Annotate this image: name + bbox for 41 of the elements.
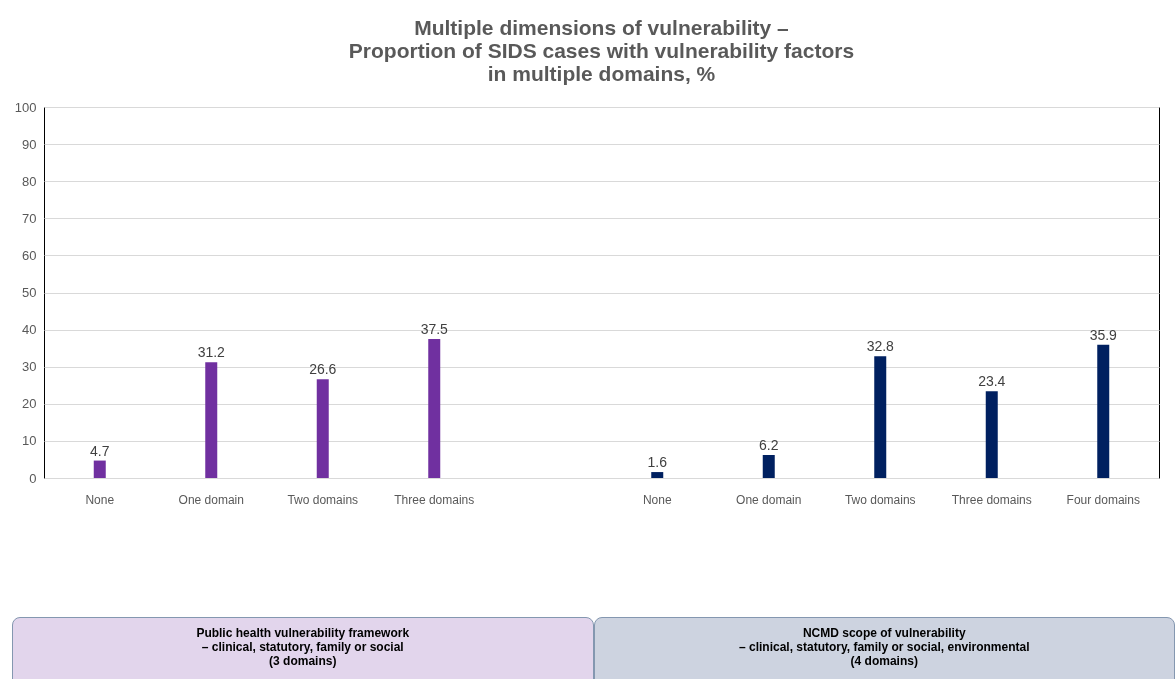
y-tick-label: 80 xyxy=(22,173,37,189)
bar xyxy=(1097,344,1110,478)
data-label: 32.8 xyxy=(866,338,895,355)
y-tick-label: 100 xyxy=(14,99,37,115)
y-tick-label: 90 xyxy=(22,136,37,152)
text: Public health vulnerability framework – clinical, statutory, family or social (3 domains) xyxy=(12,617,594,679)
bar xyxy=(762,455,775,478)
data-label: 31.2 xyxy=(197,344,226,361)
y-tick-label: 0 xyxy=(29,470,37,486)
y-tick-label: 70 xyxy=(22,210,37,226)
bar xyxy=(428,338,441,478)
x-tick-label: Two domains xyxy=(287,492,359,507)
bar xyxy=(316,379,329,478)
y-tick-label: 10 xyxy=(22,433,37,449)
text: NCMD scope of vulnerability – clinical, statutory, family or social, environmental (4 domains) xyxy=(593,617,1175,679)
x-tick-label: Two domains xyxy=(844,492,916,507)
y-tick-label: 50 xyxy=(22,285,37,300)
x-tick-label: None xyxy=(85,492,115,507)
y-tick-label: 20 xyxy=(22,396,37,412)
y-tick-label: 40 xyxy=(22,322,37,338)
bar xyxy=(985,391,998,478)
data-label: 26.6 xyxy=(309,361,337,378)
data-label: 37.5 xyxy=(420,320,449,337)
data-label: 23.4 xyxy=(978,373,1006,390)
x-tick-label: None xyxy=(642,492,672,507)
x-tick-label: Four domains xyxy=(1066,492,1140,507)
y-tick-label: 60 xyxy=(22,247,37,263)
chart-title: Multiple dimensions of vulnerability – Proportion of SIDS cases with vulnerability factors in multiple domains, % xyxy=(348,16,855,85)
data-label: 1.6 xyxy=(647,454,668,471)
x-tick-label: Three domains xyxy=(394,492,475,507)
bar xyxy=(874,356,887,478)
x-tick-label: One domain xyxy=(736,492,802,507)
bar xyxy=(651,472,664,478)
bar xyxy=(93,460,106,478)
data-label: 6.2 xyxy=(759,437,779,453)
x-tick-label: One domain xyxy=(178,492,244,507)
data-label: 35.9 xyxy=(1089,326,1118,343)
bar xyxy=(205,362,218,478)
x-tick-label: Three domains xyxy=(951,492,1032,507)
y-tick-label: 30 xyxy=(22,359,37,375)
data-label: 4.7 xyxy=(90,442,110,459)
